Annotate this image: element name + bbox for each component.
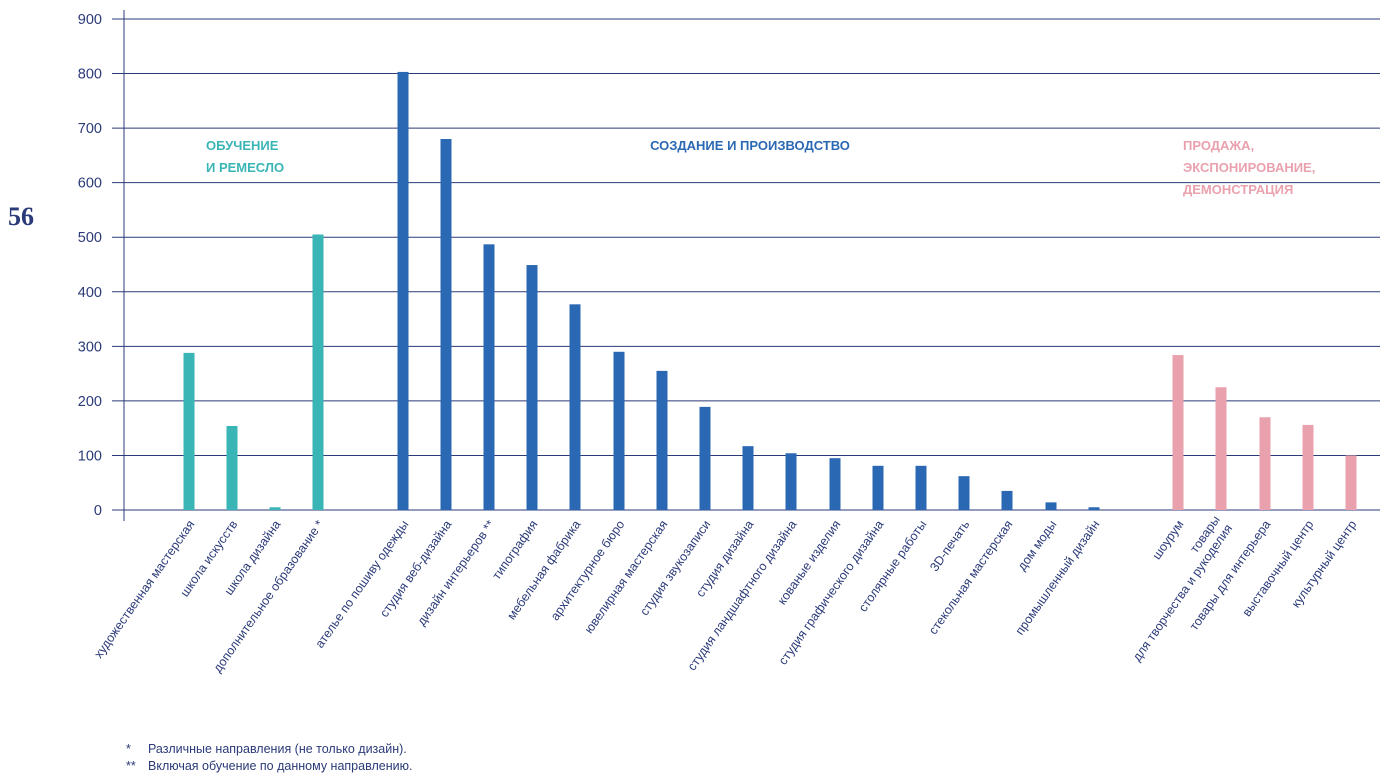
- bar: [656, 370, 668, 510]
- category-label: стекольная мастерская: [926, 518, 1015, 637]
- group-label: ПРОДАЖА, ЭКСПОНИРОВАНИЕ, ДЕМОНСТРАЦИЯ: [1183, 138, 1315, 197]
- group-label-line: ЭКСПОНИРОВАНИЕ,: [1183, 160, 1315, 175]
- bar: [1045, 502, 1057, 510]
- group-label: СОЗДАНИЕ И ПРОИЗВОДСТВО: [650, 138, 850, 153]
- y-tick-label: 700: [78, 121, 102, 137]
- category-label: шоурум: [1149, 518, 1186, 562]
- bar: [1302, 424, 1314, 510]
- bar: [829, 458, 841, 510]
- bar: [569, 304, 581, 510]
- y-tick-label: 200: [78, 394, 102, 410]
- category-label-line: дом моды: [1015, 518, 1060, 573]
- y-tick-label: 900: [78, 12, 102, 28]
- bar: [226, 425, 238, 510]
- category-label: ювелирная мастерская: [582, 518, 671, 636]
- category-label: дом моды: [1015, 518, 1060, 573]
- category-label-line: ювелирная мастерская: [582, 518, 671, 636]
- category-label-line: 3D-печать: [927, 518, 972, 574]
- y-tick-label: 800: [78, 67, 102, 83]
- footnote-2-mark: **: [126, 759, 136, 773]
- bar: [1001, 490, 1013, 510]
- bar: [1259, 417, 1271, 510]
- category-label-line: стекольная мастерская: [926, 518, 1015, 637]
- bar: [526, 265, 538, 510]
- group-label-line: СОЗДАНИЕ И ПРОИЗВОДСТВО: [650, 138, 850, 153]
- footnote-2-text: Включая обучение по данному направлению.: [148, 759, 413, 773]
- bar: [183, 352, 195, 510]
- group-label-line: ОБУЧЕНИЕ: [206, 138, 279, 153]
- bar: [397, 71, 409, 511]
- bar: [1088, 507, 1100, 510]
- group-label: ОБУЧЕНИЕ И РЕМЕСЛО: [206, 138, 284, 175]
- y-tick-label: 300: [78, 339, 102, 355]
- y-tick-label: 400: [78, 285, 102, 301]
- y-tick-label: 100: [78, 448, 102, 464]
- bar: [699, 406, 711, 510]
- y-tick-label: 500: [78, 230, 102, 246]
- bar: [440, 139, 452, 510]
- category-label: дизайн интерьеров **: [414, 518, 497, 628]
- bar: [1215, 387, 1227, 510]
- group-label-line: И РЕМЕСЛО: [206, 160, 284, 175]
- footnote-1-text: Различные направления (не только дизайн)…: [148, 742, 407, 756]
- bar: [269, 507, 281, 510]
- page-number: 56: [8, 202, 34, 231]
- category-label-line: шоурум: [1149, 518, 1186, 562]
- category-label-line: дизайн интерьеров **: [414, 518, 497, 628]
- bar: [483, 244, 495, 510]
- bar: [1172, 355, 1184, 510]
- bar: [915, 465, 927, 510]
- bar: [613, 351, 625, 510]
- category-label: промышленный дизайн: [1013, 518, 1103, 638]
- category-label-line: мебельная фабрика: [504, 518, 583, 623]
- bar: [958, 476, 970, 510]
- bar: [872, 465, 884, 510]
- category-label: 3D-печать: [927, 518, 972, 574]
- footnote-1-mark: *: [126, 742, 131, 756]
- y-tick-label: 600: [78, 176, 102, 192]
- bar: [1345, 455, 1357, 510]
- bar: [742, 446, 754, 510]
- category-label: мебельная фабрика: [504, 518, 583, 623]
- bar: [785, 453, 797, 510]
- bar: [312, 234, 324, 510]
- group-label-line: ДЕМОНСТРАЦИЯ: [1183, 182, 1293, 197]
- category-label-line: промышленный дизайн: [1013, 518, 1103, 638]
- group-label-line: ПРОДАЖА,: [1183, 138, 1254, 153]
- footnote-2: ** Включая обучение по данному направлени…: [126, 759, 412, 773]
- y-tick-label: 0: [94, 503, 102, 519]
- footnote-1: * Различные направления (не только дизайн…: [126, 742, 407, 756]
